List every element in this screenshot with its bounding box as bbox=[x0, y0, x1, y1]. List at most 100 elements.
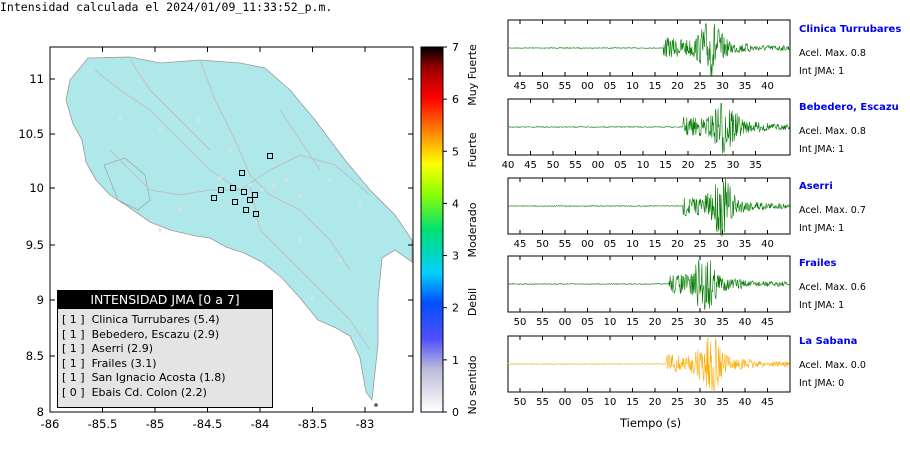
time-tick-label: 55 bbox=[559, 81, 572, 92]
time-tick-label: 05 bbox=[581, 397, 594, 408]
legend-station: Clinica Turrubares (5.4) bbox=[91, 313, 220, 326]
town-dot bbox=[328, 178, 332, 182]
road-line bbox=[129, 59, 211, 151]
station-jma: Int JMA: 0 bbox=[799, 378, 845, 389]
time-tick-label: 35 bbox=[739, 81, 752, 92]
time-tick-label: 40 bbox=[739, 317, 752, 328]
town-dot bbox=[178, 208, 182, 212]
time-tick-label: 55 bbox=[559, 239, 572, 250]
x-tick-label: -86 bbox=[41, 417, 60, 431]
station-jma: Int JMA: 1 bbox=[799, 66, 845, 77]
colorbar-tick-label: 0 bbox=[452, 406, 459, 419]
time-tick-label: 10 bbox=[637, 160, 650, 171]
time-tick-label: 45 bbox=[514, 81, 527, 92]
time-tick-label: 25 bbox=[694, 81, 707, 92]
town-dot bbox=[358, 203, 362, 207]
town-dot bbox=[363, 328, 367, 332]
time-tick-label: 20 bbox=[649, 317, 662, 328]
station-name: Aserri bbox=[799, 181, 833, 192]
station-acel: Acel. Max. 0.8 bbox=[799, 126, 866, 137]
colorbar bbox=[420, 46, 444, 413]
wave-layer: 45 50 55 00 05 10 15 20 25 30 35 40 40 45 50 55 00 05 10 15… bbox=[502, 19, 791, 408]
time-tick-label: 50 bbox=[514, 397, 527, 408]
legend-station: Frailes (3.1) bbox=[91, 356, 157, 370]
station-acel: Acel. Max. 0.0 bbox=[799, 360, 866, 371]
time-tick-label: 10 bbox=[604, 397, 617, 408]
legend-row: [ 0 ] Ebais Cd. Colon (2.2) bbox=[58, 386, 272, 401]
station-name: Clinica Turrubares bbox=[799, 24, 902, 35]
time-tick-label: 30 bbox=[716, 239, 729, 250]
town-dot bbox=[248, 183, 252, 187]
time-tick-label: 50 bbox=[536, 239, 549, 250]
station-acel: Acel. Max. 0.8 bbox=[799, 48, 866, 59]
colorbar-tick-label: 5 bbox=[452, 145, 459, 158]
town-dot bbox=[196, 118, 200, 122]
map-layer bbox=[65, 56, 413, 407]
station-marker bbox=[267, 153, 273, 159]
seismogram-trace bbox=[507, 334, 791, 391]
town-dot bbox=[272, 184, 276, 188]
legend-level: [ 1 ] bbox=[62, 313, 85, 326]
peninsula-shape bbox=[103, 157, 151, 211]
town-dot bbox=[298, 238, 302, 242]
legend-row: [ 1 ] Aserri (2.9) bbox=[58, 342, 272, 357]
y-tick-label: 8.5 bbox=[26, 349, 44, 363]
time-tick-label: 00 bbox=[559, 397, 572, 408]
time-tick-label: 15 bbox=[649, 239, 662, 250]
station-jma: Int JMA: 1 bbox=[799, 300, 845, 311]
legend-row: [ 1 ] Clinica Turrubares (5.4) bbox=[58, 313, 272, 328]
time-tick-label: 35 bbox=[739, 239, 752, 250]
time-tick-label: 00 bbox=[581, 81, 594, 92]
y-tick-label: 9.5 bbox=[26, 238, 44, 252]
colorbar-category-label: Moderado bbox=[466, 202, 479, 257]
town-dot bbox=[284, 178, 288, 182]
station-name: Frailes bbox=[799, 258, 837, 269]
colorbar-tick-label: 2 bbox=[452, 302, 459, 315]
station-marker bbox=[241, 189, 247, 195]
time-tick-label: 25 bbox=[671, 317, 684, 328]
time-tick-label: 10 bbox=[604, 317, 617, 328]
x-tick-label: -83.5 bbox=[298, 417, 328, 431]
station-name: La Sabana bbox=[799, 336, 858, 347]
time-tick-label: 20 bbox=[671, 239, 684, 250]
colorbar-tick-label: 4 bbox=[452, 197, 459, 210]
station-jma: Int JMA: 1 bbox=[799, 223, 845, 234]
time-tick-label: 30 bbox=[694, 317, 707, 328]
time-tick-label: 40 bbox=[502, 160, 515, 171]
time-tick-label: 10 bbox=[626, 239, 639, 250]
x-tick-label: -83 bbox=[356, 417, 375, 431]
y-tick-label: 8 bbox=[37, 405, 44, 419]
station-marker bbox=[230, 185, 236, 191]
map-axes: -86 -85.5 -85 -84.5 -84 -83.5 -83 11 10.5 10 9.5 9 8… bbox=[18, 47, 413, 431]
time-tick-label: 05 bbox=[614, 160, 627, 171]
time-tick-label: 15 bbox=[626, 397, 639, 408]
town-dot bbox=[260, 188, 264, 192]
x-tick-label: -84.5 bbox=[193, 417, 223, 431]
legend-station: Aserri (2.9) bbox=[91, 342, 154, 355]
time-tick-label: 55 bbox=[536, 397, 549, 408]
town-dot bbox=[338, 258, 342, 262]
station-marker bbox=[218, 187, 224, 193]
legend-station: Ebais Cd. Colon (2.2) bbox=[91, 385, 207, 399]
road-line bbox=[249, 184, 371, 351]
time-tick-label: 55 bbox=[569, 160, 582, 171]
time-tick-label: 40 bbox=[761, 81, 774, 92]
time-tick-label: 40 bbox=[761, 239, 774, 250]
road-line bbox=[109, 149, 151, 191]
time-tick-label: 20 bbox=[682, 160, 695, 171]
map-title: Intensidad calculada el 2024/01/09_11:33… bbox=[0, 0, 333, 14]
costa-rica-land bbox=[65, 56, 413, 402]
station-marker bbox=[211, 195, 217, 201]
time-tick-label: 05 bbox=[604, 239, 617, 250]
station-marker bbox=[253, 211, 259, 217]
colorbar-category-label: Fuerte bbox=[466, 132, 479, 167]
station-marker bbox=[247, 197, 253, 203]
seismogram-trace bbox=[507, 259, 791, 311]
time-tick-label: 00 bbox=[581, 239, 594, 250]
y-tick-label: 11 bbox=[29, 72, 44, 86]
town-dot bbox=[310, 296, 314, 300]
time-tick-label: 45 bbox=[524, 160, 537, 171]
town-dot bbox=[118, 116, 122, 120]
x-axis-label: Tiempo (s) bbox=[620, 416, 682, 430]
y-tick-label: 9 bbox=[37, 293, 44, 307]
